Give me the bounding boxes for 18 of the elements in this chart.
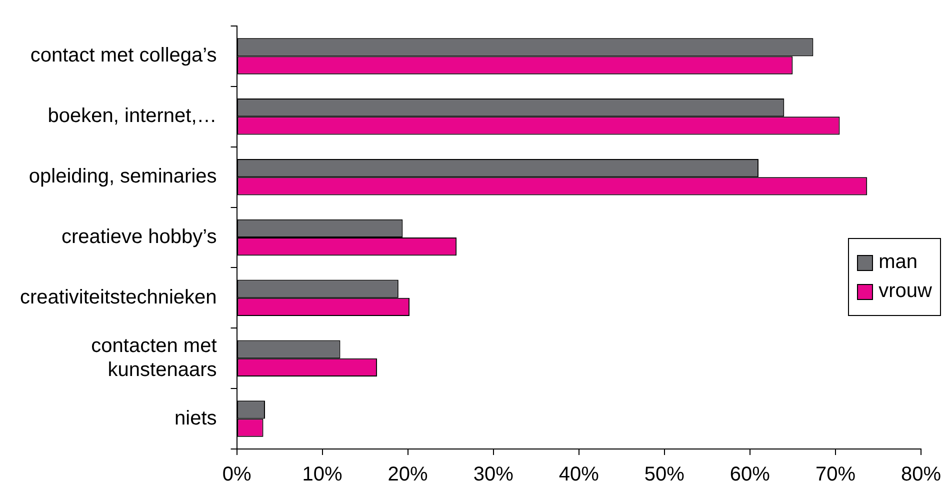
x-tick-label: 40%: [558, 464, 600, 486]
x-tick-label: 20%: [388, 464, 428, 486]
legend-label: vrouw: [878, 280, 932, 303]
x-tick-label: 80%: [900, 464, 942, 486]
x-tick-label: 70%: [815, 464, 856, 486]
y-tick-label: contacten met kunstenaars: [91, 334, 218, 381]
x-tick-label: 0%: [222, 464, 252, 486]
y-tick-label: creativiteitstechnieken: [20, 286, 217, 308]
x-tick-label: 10%: [302, 464, 343, 486]
y-tick-label: opleiding, seminaries: [28, 166, 217, 188]
y-tick-label: boeken, internet,…: [48, 105, 217, 128]
y-tick-label: creatieve hobby’s: [61, 226, 217, 248]
y-tick-label: niets: [174, 407, 217, 430]
x-tick-label: 60%: [730, 464, 770, 486]
y-tick-label: contact met collega’s: [30, 44, 217, 67]
x-tick-label: 50%: [644, 464, 685, 486]
legend-label: man: [878, 251, 918, 274]
x-tick-label: 30%: [473, 464, 514, 486]
